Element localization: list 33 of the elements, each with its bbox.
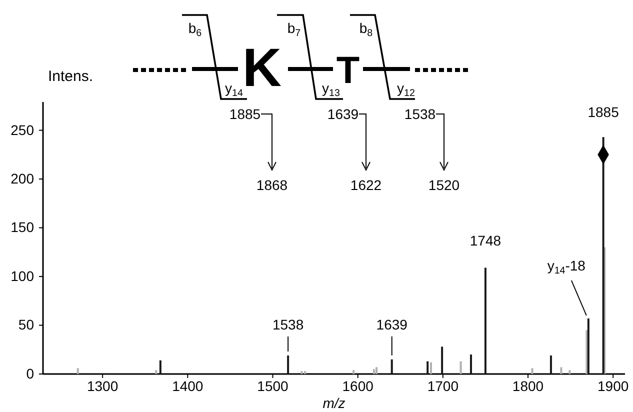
y-tick-label: 50 [18, 316, 34, 333]
text: y$_{12}$ [397, 80, 415, 98]
x-tick-label: 1800 [512, 378, 544, 394]
annotation: 1622 [350, 177, 382, 193]
annotation: 1538 [272, 316, 304, 332]
y-tick-label: 0 [26, 365, 34, 382]
x-tick-label: 1700 [427, 378, 459, 394]
text: b$_{6}$ [188, 20, 202, 38]
x-tick-label: 1900 [598, 378, 629, 394]
annotation: 1868 [256, 177, 288, 193]
annotation: y$_{14}$-18 [547, 257, 586, 276]
annotation: 1538 [404, 106, 436, 122]
annotation: 1639 [376, 316, 408, 332]
annotation: 1748 [470, 232, 502, 249]
y-tick-label: 100 [10, 268, 34, 284]
y-axis-title: Intens. [48, 68, 94, 85]
y-tick-label: 200 [10, 170, 34, 186]
x-tick-label: 1600 [342, 378, 374, 394]
text: K [242, 38, 282, 98]
y-tick-label: 150 [10, 219, 34, 236]
text: b$_{7}$ [287, 20, 301, 38]
annotation: 1885 [588, 104, 620, 120]
annotation: 1520 [428, 177, 460, 193]
text: y$_{13}$ [322, 80, 340, 98]
x-axis-title: m/z [322, 395, 346, 411]
text: b$_{8}$ [359, 20, 374, 38]
x-tick-label: 1500 [257, 378, 289, 394]
annotation: 1885 [229, 106, 261, 122]
annotation: 1639 [327, 106, 359, 122]
x-tick-label: 1400 [172, 378, 204, 394]
y-tick-label: 250 [10, 122, 34, 138]
x-tick-label: 1300 [86, 378, 118, 394]
text: y$_{14}$ [225, 80, 244, 98]
